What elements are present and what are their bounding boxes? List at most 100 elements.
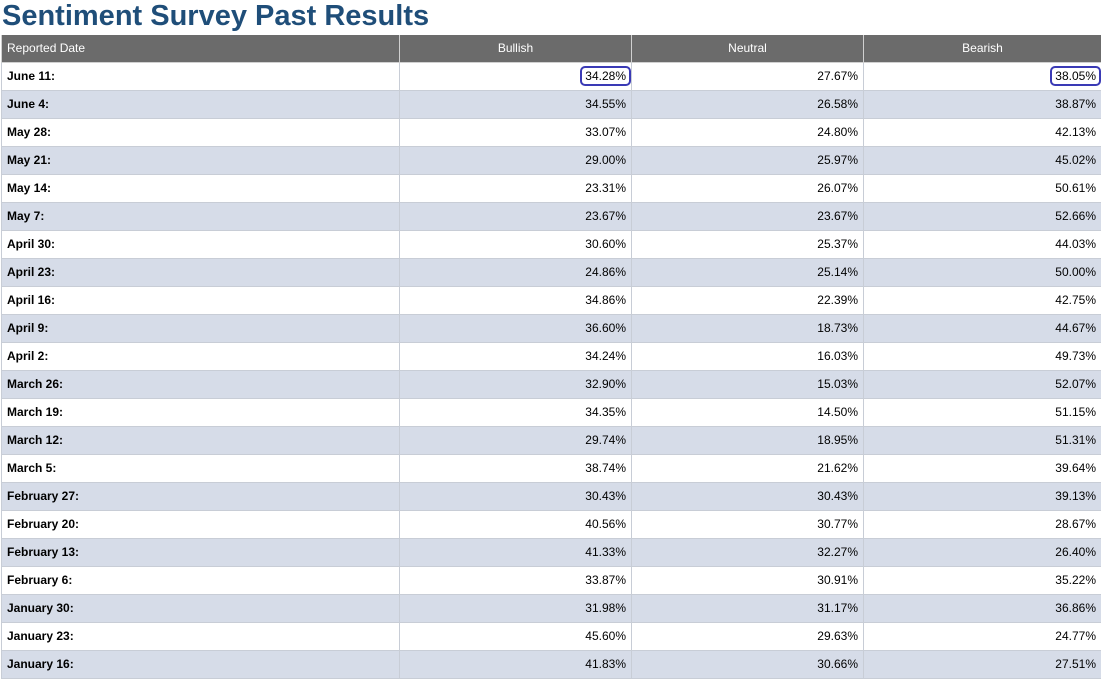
table-row: March 12: 29.74% 18.95% 51.31% [1, 425, 1101, 455]
bullish-value-cell: 34.86% [399, 285, 632, 315]
table-row: February 27: 30.43% 30.43% 39.13% [1, 481, 1101, 511]
bullish-value-cell: 41.83% [399, 649, 632, 679]
neutral-value-cell: 26.58% [631, 89, 864, 119]
neutral-value-cell: 32.27% [631, 537, 864, 567]
table-row: March 5: 38.74% 21.62% 39.64% [1, 453, 1101, 483]
table-row: March 26: 32.90% 15.03% 52.07% [1, 369, 1101, 399]
bullish-value-cell: 30.60% [399, 229, 632, 259]
bullish-value-cell: 41.33% [399, 537, 632, 567]
bearish-value-cell: 44.03% [863, 229, 1101, 259]
bearish-value-cell: 38.05% [863, 61, 1101, 91]
reported-date-cell: February 20: [1, 509, 400, 539]
neutral-value-cell: 26.07% [631, 173, 864, 203]
bearish-value-cell: 45.02% [863, 145, 1101, 175]
highlighted-bullish-value: 34.28% [580, 66, 631, 86]
bearish-value-cell: 49.73% [863, 341, 1101, 371]
neutral-value-cell: 23.67% [631, 201, 864, 231]
bullish-value-cell: 23.31% [399, 173, 632, 203]
neutral-value-cell: 30.66% [631, 649, 864, 679]
reported-date-cell: May 28: [1, 117, 400, 147]
table-row: April 16: 34.86% 22.39% 42.75% [1, 285, 1101, 315]
table-row: May 28: 33.07% 24.80% 42.13% [1, 117, 1101, 147]
neutral-value-cell: 16.03% [631, 341, 864, 371]
bearish-value-cell: 44.67% [863, 313, 1101, 343]
bearish-value-cell: 35.22% [863, 565, 1101, 595]
bearish-value-cell: 39.64% [863, 453, 1101, 483]
reported-date-cell: May 21: [1, 145, 400, 175]
sentiment-results-table: Reported Date Bullish Neutral Bearish Ju… [1, 35, 1101, 679]
table-row: February 13: 41.33% 32.27% 26.40% [1, 537, 1101, 567]
neutral-value-cell: 25.14% [631, 257, 864, 287]
reported-date-cell: January 23: [1, 621, 400, 651]
column-header-neutral: Neutral [631, 35, 864, 63]
bullish-value-cell: 24.86% [399, 257, 632, 287]
bullish-value-cell: 34.55% [399, 89, 632, 119]
bearish-value-cell: 38.87% [863, 89, 1101, 119]
reported-date-cell: May 14: [1, 173, 400, 203]
bullish-value-cell: 34.35% [399, 397, 632, 427]
reported-date-cell: April 30: [1, 229, 400, 259]
bullish-value-cell: 34.24% [399, 341, 632, 371]
column-header-reported-date: Reported Date [1, 35, 400, 63]
table-row: February 20: 40.56% 30.77% 28.67% [1, 509, 1101, 539]
bullish-value-cell: 33.07% [399, 117, 632, 147]
table-row: April 9: 36.60% 18.73% 44.67% [1, 313, 1101, 343]
table-row: March 19: 34.35% 14.50% 51.15% [1, 397, 1101, 427]
bearish-value-cell: 50.61% [863, 173, 1101, 203]
reported-date-cell: February 13: [1, 537, 400, 567]
bearish-value-cell: 26.40% [863, 537, 1101, 567]
table-row: January 23: 45.60% 29.63% 24.77% [1, 621, 1101, 651]
neutral-value-cell: 21.62% [631, 453, 864, 483]
bearish-value-cell: 51.31% [863, 425, 1101, 455]
bearish-value-cell: 50.00% [863, 257, 1101, 287]
bullish-value-cell: 23.67% [399, 201, 632, 231]
bullish-value-cell: 45.60% [399, 621, 632, 651]
table-header: Reported Date Bullish Neutral Bearish [1, 35, 1101, 63]
table-row: June 4: 34.55% 26.58% 38.87% [1, 89, 1101, 119]
table-row: May 14: 23.31% 26.07% 50.61% [1, 173, 1101, 203]
bearish-value-cell: 39.13% [863, 481, 1101, 511]
neutral-value-cell: 22.39% [631, 285, 864, 315]
bullish-value-cell: 38.74% [399, 453, 632, 483]
bearish-value-cell: 42.13% [863, 117, 1101, 147]
table-body: June 11: 34.28% 27.67% 38.05% June 4: 34.55% 2… [1, 61, 1101, 679]
bullish-value-cell: 29.74% [399, 425, 632, 455]
page-title: Sentiment Survey Past Results [2, 0, 430, 32]
table-row: April 23: 24.86% 25.14% 50.00% [1, 257, 1101, 287]
neutral-value-cell: 30.43% [631, 481, 864, 511]
neutral-value-cell: 25.97% [631, 145, 864, 175]
table-row: January 16: 41.83% 30.66% 27.51% [1, 649, 1101, 679]
neutral-value-cell: 31.17% [631, 593, 864, 623]
bearish-value-cell: 24.77% [863, 621, 1101, 651]
bearish-value-cell: 52.07% [863, 369, 1101, 399]
bullish-value-cell: 29.00% [399, 145, 632, 175]
table-row: May 21: 29.00% 25.97% 45.02% [1, 145, 1101, 175]
bullish-value-cell: 32.90% [399, 369, 632, 399]
reported-date-cell: June 11: [1, 61, 400, 91]
reported-date-cell: April 23: [1, 257, 400, 287]
reported-date-cell: March 26: [1, 369, 400, 399]
neutral-value-cell: 24.80% [631, 117, 864, 147]
reported-date-cell: March 5: [1, 453, 400, 483]
bullish-value-cell: 34.28% [399, 61, 632, 91]
bearish-value-cell: 52.66% [863, 201, 1101, 231]
column-header-bullish: Bullish [399, 35, 632, 63]
reported-date-cell: May 7: [1, 201, 400, 231]
table-header-row: Reported Date Bullish Neutral Bearish [1, 35, 1101, 63]
bullish-value-cell: 31.98% [399, 593, 632, 623]
table-row: May 7: 23.67% 23.67% 52.66% [1, 201, 1101, 231]
reported-date-cell: March 19: [1, 397, 400, 427]
neutral-value-cell: 30.77% [631, 509, 864, 539]
bearish-value-cell: 27.51% [863, 649, 1101, 679]
table-row: April 30: 30.60% 25.37% 44.03% [1, 229, 1101, 259]
bullish-value-cell: 30.43% [399, 481, 632, 511]
neutral-value-cell: 25.37% [631, 229, 864, 259]
reported-date-cell: February 6: [1, 565, 400, 595]
neutral-value-cell: 14.50% [631, 397, 864, 427]
neutral-value-cell: 15.03% [631, 369, 864, 399]
bearish-value-cell: 28.67% [863, 509, 1101, 539]
reported-date-cell: June 4: [1, 89, 400, 119]
bearish-value-cell: 42.75% [863, 285, 1101, 315]
table-row: January 30: 31.98% 31.17% 36.86% [1, 593, 1101, 623]
reported-date-cell: April 2: [1, 341, 400, 371]
